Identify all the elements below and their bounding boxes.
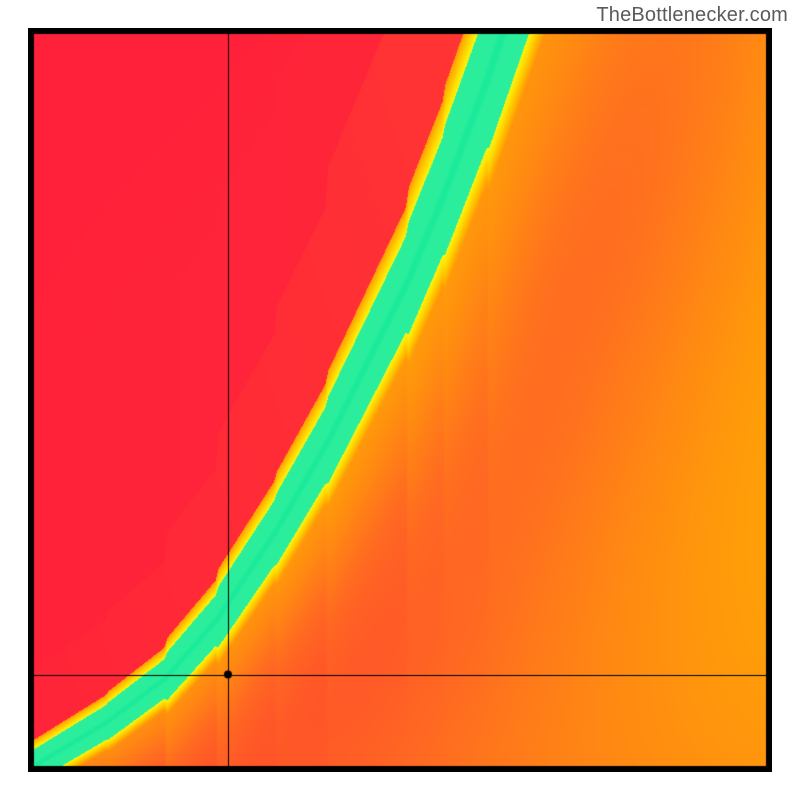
heatmap-canvas bbox=[28, 28, 772, 772]
heatmap-container bbox=[28, 28, 772, 772]
watermark-text: TheBottlenecker.com bbox=[596, 4, 788, 27]
